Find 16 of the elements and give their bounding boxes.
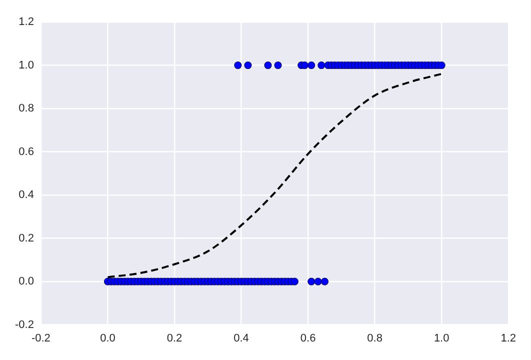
x-tick-label: 0.0 xyxy=(100,332,116,344)
x-tick-label: 0.6 xyxy=(300,332,316,344)
y-tick-label: 1.2 xyxy=(18,16,34,28)
x-tick-label: 1.0 xyxy=(434,332,450,344)
y-tick-label: 0.8 xyxy=(18,102,34,115)
x-tick-label: 1.2 xyxy=(500,332,516,344)
y-tick-label: 1.0 xyxy=(18,59,34,72)
x-tick-label: 0.8 xyxy=(367,332,382,344)
y-tick-label: 0.0 xyxy=(18,276,34,288)
y-tick-label: -0.2 xyxy=(14,318,34,331)
x-tick-label: 0.2 xyxy=(166,332,182,344)
x-tick-label: -0.2 xyxy=(31,332,50,344)
y-tick-label: 0.2 xyxy=(18,232,34,244)
y-tick-label: 0.6 xyxy=(18,146,34,158)
x-tick-label: 0.4 xyxy=(234,332,249,344)
y-tick-label: 0.4 xyxy=(18,189,34,202)
